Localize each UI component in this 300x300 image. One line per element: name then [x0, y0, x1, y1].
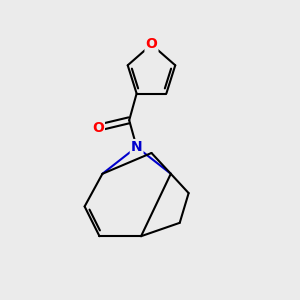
Text: O: O: [92, 121, 104, 135]
Text: N: N: [131, 140, 142, 154]
Text: O: O: [146, 38, 158, 52]
